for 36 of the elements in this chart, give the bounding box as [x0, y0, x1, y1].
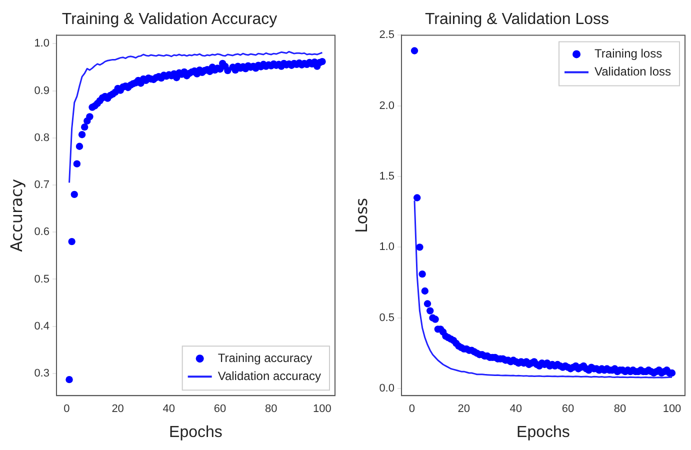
x-tick-label: 60 — [214, 403, 226, 416]
y-tick-label: 0.8 — [34, 132, 50, 144]
y-tick-label: 0.6 — [34, 226, 50, 238]
x-tick-label: 80 — [264, 403, 278, 416]
y-tick-label: 0.9 — [34, 84, 50, 97]
x-tick-label: 0 — [408, 403, 415, 416]
y-tick-label: 0.5 — [34, 273, 50, 286]
y-tick-label: 0.4 — [34, 320, 50, 332]
x-tick-label: 100 — [662, 403, 682, 416]
y-tick-label: 0.3 — [34, 367, 50, 380]
x-tick-label: 100 — [313, 403, 332, 416]
x-axis-title: Epochs — [516, 424, 570, 441]
y-tick-label: 0.5 — [379, 312, 394, 324]
x-tick-label: 20 — [458, 403, 470, 416]
legend-label: Training accuracy — [218, 350, 312, 365]
x-tick-label: 60 — [562, 403, 574, 416]
x-tick-label: 20 — [112, 403, 124, 416]
x-tick-label: 40 — [162, 403, 176, 416]
x-tick-label: 80 — [614, 403, 626, 416]
y-tick-label: 2.0 — [379, 100, 394, 112]
x-axis-title: Epochs — [169, 424, 222, 441]
y-tick-label: 1.0 — [34, 38, 50, 50]
legend-label: Validation accuracy — [218, 368, 322, 383]
x-tick-label: 40 — [510, 403, 522, 416]
y-tick-label: 1.0 — [379, 241, 394, 254]
y-tick-label: 0.7 — [34, 179, 50, 192]
chart-title: Training & Validation Loss — [424, 11, 610, 28]
y-tick-label: 1.5 — [379, 170, 394, 183]
y-axis-title: Loss — [352, 198, 371, 233]
x-tick-label: 0 — [64, 403, 70, 416]
y-tick-label: 0.0 — [379, 382, 394, 395]
chart-title: Training & Validation Accuracy — [62, 11, 278, 28]
y-axis-title: Accuracy — [6, 178, 26, 252]
legend-label: Validation loss — [594, 64, 672, 79]
y-tick-label: 2.5 — [379, 29, 394, 42]
legend-label: Training loss — [594, 46, 662, 61]
